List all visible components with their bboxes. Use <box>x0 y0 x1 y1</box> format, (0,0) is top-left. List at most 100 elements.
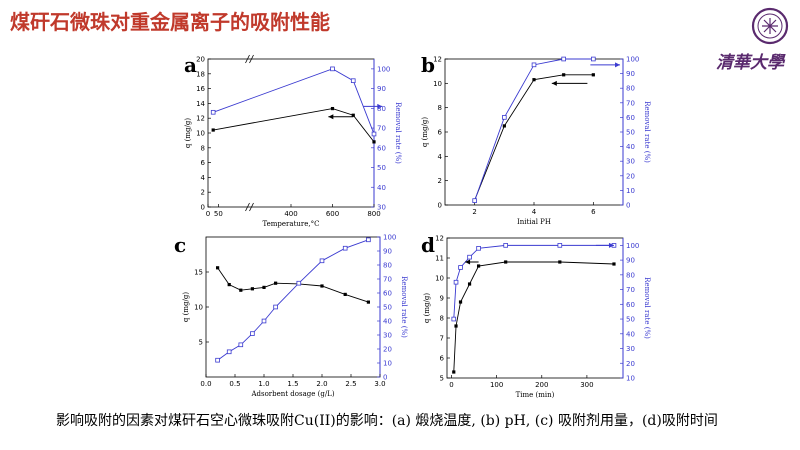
y-right-tick-label: 80 <box>383 262 392 270</box>
plot-frame <box>207 58 375 208</box>
y-right-tick-label: 50 <box>383 304 392 312</box>
y-right-tick-label: 50 <box>626 129 635 137</box>
chart-c: c 0.0 0.5 1.0 1.5 2.0 2.5 3.0 5 10 15 0 10 20 30 40 50 60… <box>174 233 408 398</box>
data-point <box>250 331 255 336</box>
y-tick-label: 2 <box>201 189 205 197</box>
y-tick-label: 15 <box>194 269 203 277</box>
y-right-tick-label: 70 <box>626 99 635 107</box>
data-point <box>351 113 355 117</box>
plot-frame <box>446 237 624 379</box>
y-right-tick-label: 80 <box>626 271 635 279</box>
y-right-tick-label: 60 <box>383 290 392 298</box>
x-axis-label: Adsorbent dosage (g/L) <box>250 390 334 398</box>
y-tick-label: 0 <box>438 202 442 210</box>
y-tick-label: 10 <box>433 80 442 88</box>
arrow-2-head <box>615 62 621 68</box>
x-tick-label: 3.0 <box>374 380 385 388</box>
x-tick-label: 4 <box>532 208 537 216</box>
data-point <box>262 285 266 289</box>
y-right-tick-label: 10 <box>626 187 635 195</box>
data-point <box>502 124 506 128</box>
data-point <box>562 73 566 77</box>
x-tick-label: 0.0 <box>200 380 211 388</box>
y-right-tick-label: 20 <box>626 172 635 180</box>
data-point <box>210 109 216 115</box>
data-point <box>476 264 481 268</box>
y-right-tick-label: 70 <box>377 125 386 133</box>
y-tick-label: 10 <box>196 130 205 138</box>
y-right-tick-label: 90 <box>626 257 635 265</box>
data-point <box>215 357 220 363</box>
y-right-tick-label: 90 <box>383 248 392 256</box>
arrow-1-head <box>551 80 557 86</box>
y-right-tick-label: 90 <box>377 85 386 93</box>
data-point <box>591 73 595 77</box>
y-right-tick-label: 40 <box>626 330 635 338</box>
x-tick-label: 0 <box>449 381 453 389</box>
y-tick-label: 12 <box>196 115 205 123</box>
x-tick-label: 2 <box>472 208 476 216</box>
y-right-tick-label: 100 <box>377 65 390 73</box>
y-right-tick-label: 100 <box>626 242 639 250</box>
data-point <box>458 265 463 270</box>
y-tick-label: 5 <box>199 339 203 347</box>
arrow-2-head <box>377 103 383 109</box>
y-right-tick-label: 100 <box>626 56 639 64</box>
tsinghua-logo: 清華大學 <box>716 7 789 73</box>
data-point <box>250 287 254 291</box>
x-tick-label: 50 <box>214 210 223 218</box>
x-tick-label: 1.5 <box>287 380 298 388</box>
data-point <box>238 342 244 348</box>
logo-seal <box>751 7 789 45</box>
x-tick-label: 400 <box>284 210 297 218</box>
data-point <box>372 140 376 144</box>
data-point <box>612 262 616 266</box>
y-tick-label: 11 <box>435 255 444 263</box>
data-point <box>366 300 370 304</box>
data-point <box>371 131 377 137</box>
y-tick-label: 0 <box>201 204 205 212</box>
y-right-tick-label: 80 <box>626 85 635 93</box>
y-tick-label: 4 <box>201 174 206 182</box>
y-tick-label: 14 <box>196 100 205 108</box>
axis-break-mark-bottom <box>245 202 254 212</box>
y-tick-label: 16 <box>196 85 205 93</box>
data-point <box>502 115 507 120</box>
data-point <box>452 370 456 374</box>
data-point <box>366 237 371 243</box>
panel-letter: b <box>421 53 435 77</box>
y-right-axis-label: Removal rate (%) <box>643 101 651 163</box>
y-tick-label: 8 <box>201 144 205 152</box>
y-right-tick-label: 30 <box>377 204 386 212</box>
figure-caption: 影响吸附的因素对煤矸石空心微珠吸附Cu(II)的影响：(a) 煅烧温度, (b)… <box>56 413 718 429</box>
x-axis-label: Temperature,°C <box>263 220 320 228</box>
x-tick-label: 800 <box>367 210 380 218</box>
x-tick-label: 0 <box>206 210 210 218</box>
x-tick-label: 600 <box>326 210 339 218</box>
y-right-tick-label: 0 <box>383 374 387 382</box>
y-right-tick-label: 20 <box>383 346 392 354</box>
x-tick-label: 6 <box>591 208 596 216</box>
slide-title: 煤矸石微珠对重金属离子的吸附性能 <box>10 10 330 34</box>
y-tick-label: 12 <box>435 235 444 243</box>
y-right-tick-label: 40 <box>377 184 386 192</box>
y-tick-label: 8 <box>438 104 442 112</box>
y-axis-label: q (mg/g) <box>421 117 429 147</box>
y-right-tick-label: 60 <box>626 301 635 309</box>
y-right-tick-label: 80 <box>377 105 386 113</box>
data-point <box>503 243 508 248</box>
x-tick-label: 0.5 <box>229 380 240 388</box>
data-point <box>273 304 278 310</box>
series-2-line <box>453 244 614 320</box>
y-right-tick-label: 0 <box>626 202 630 210</box>
y-tick-label: 6 <box>440 355 445 363</box>
x-tick-label: 200 <box>535 381 548 389</box>
data-point <box>216 266 220 270</box>
y-right-axis-label: Removal rate (%) <box>394 102 402 164</box>
y-right-tick-label: 30 <box>383 332 392 340</box>
y-right-axis-label: Removal rate (%) <box>643 277 651 339</box>
data-point <box>504 260 508 264</box>
y-right-tick-label: 10 <box>626 375 635 383</box>
x-tick-label: 100 <box>490 381 503 389</box>
y-tick-label: 6 <box>438 129 443 137</box>
